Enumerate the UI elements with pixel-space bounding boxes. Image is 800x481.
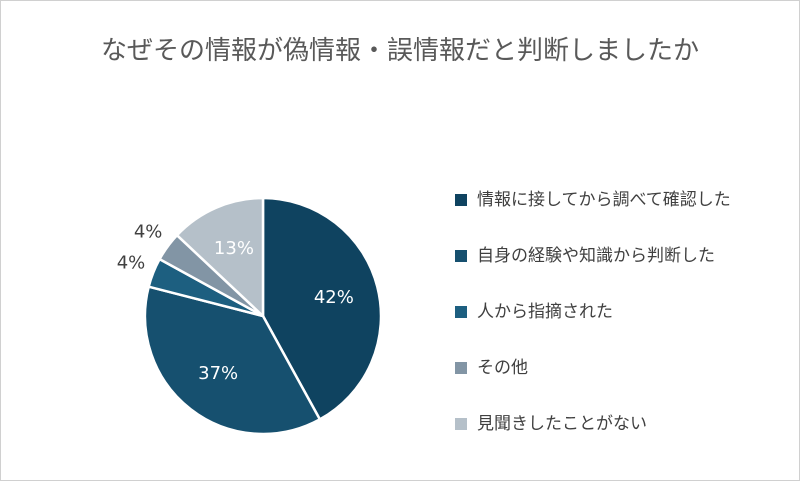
legend-label: 見聞きしたことがない <box>477 414 647 434</box>
pie-slice <box>175 196 265 319</box>
data-label: 37% <box>198 363 238 384</box>
legend-label: 自身の経験や知識から判断した <box>477 246 715 266</box>
data-label: 4% <box>117 253 146 274</box>
legend-swatch <box>455 306 467 318</box>
legend-swatch <box>455 250 467 262</box>
legend-label: 人から指摘された <box>477 302 613 322</box>
chart-title: なぜその情報が偽情報・誤情報だと判断しましたか <box>100 36 699 66</box>
data-label: 4% <box>134 222 163 243</box>
legend-swatch <box>455 362 467 374</box>
pie-slice <box>143 285 322 436</box>
pie-slice <box>261 196 383 422</box>
data-label: 13% <box>214 238 254 259</box>
legend-label: 情報に接してから調べて確認した <box>477 190 731 210</box>
legend-swatch <box>455 194 467 206</box>
legend-label: その他 <box>477 358 528 378</box>
data-label: 42% <box>314 287 354 308</box>
legend-swatch <box>455 418 467 430</box>
